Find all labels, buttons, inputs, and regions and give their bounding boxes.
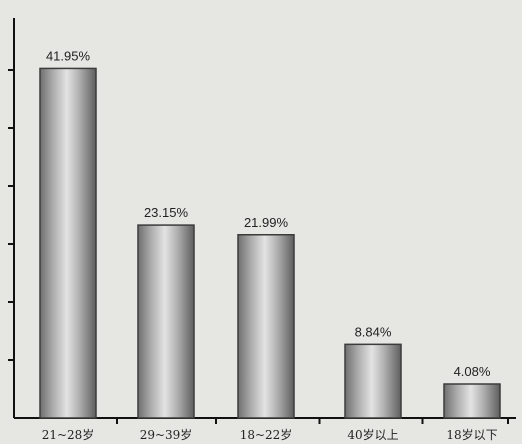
bar <box>39 67 97 419</box>
data-label: 41.95% <box>46 48 91 63</box>
x-tick-label: 18~22岁 <box>240 427 293 442</box>
category-labels-group: 21~28岁 29~39岁 18~22岁 40岁以上 18岁以下 <box>42 427 498 442</box>
value-labels-group: 41.95% 23.15% 21.99% 8.84% 4.08% <box>46 48 491 379</box>
x-tick-label: 29~39岁 <box>140 427 193 442</box>
data-label: 8.84% <box>355 324 392 339</box>
bar <box>344 343 402 419</box>
data-label: 21.99% <box>244 215 289 230</box>
bar <box>237 234 295 419</box>
bars-group <box>39 67 501 419</box>
x-tick-label: 40岁以上 <box>347 427 398 442</box>
x-tick-label: 21~28岁 <box>42 427 95 442</box>
bar <box>443 383 501 419</box>
x-tick-label: 18岁以下 <box>446 427 497 442</box>
bar <box>137 224 195 419</box>
data-label: 23.15% <box>144 205 189 220</box>
data-label: 4.08% <box>454 364 491 379</box>
